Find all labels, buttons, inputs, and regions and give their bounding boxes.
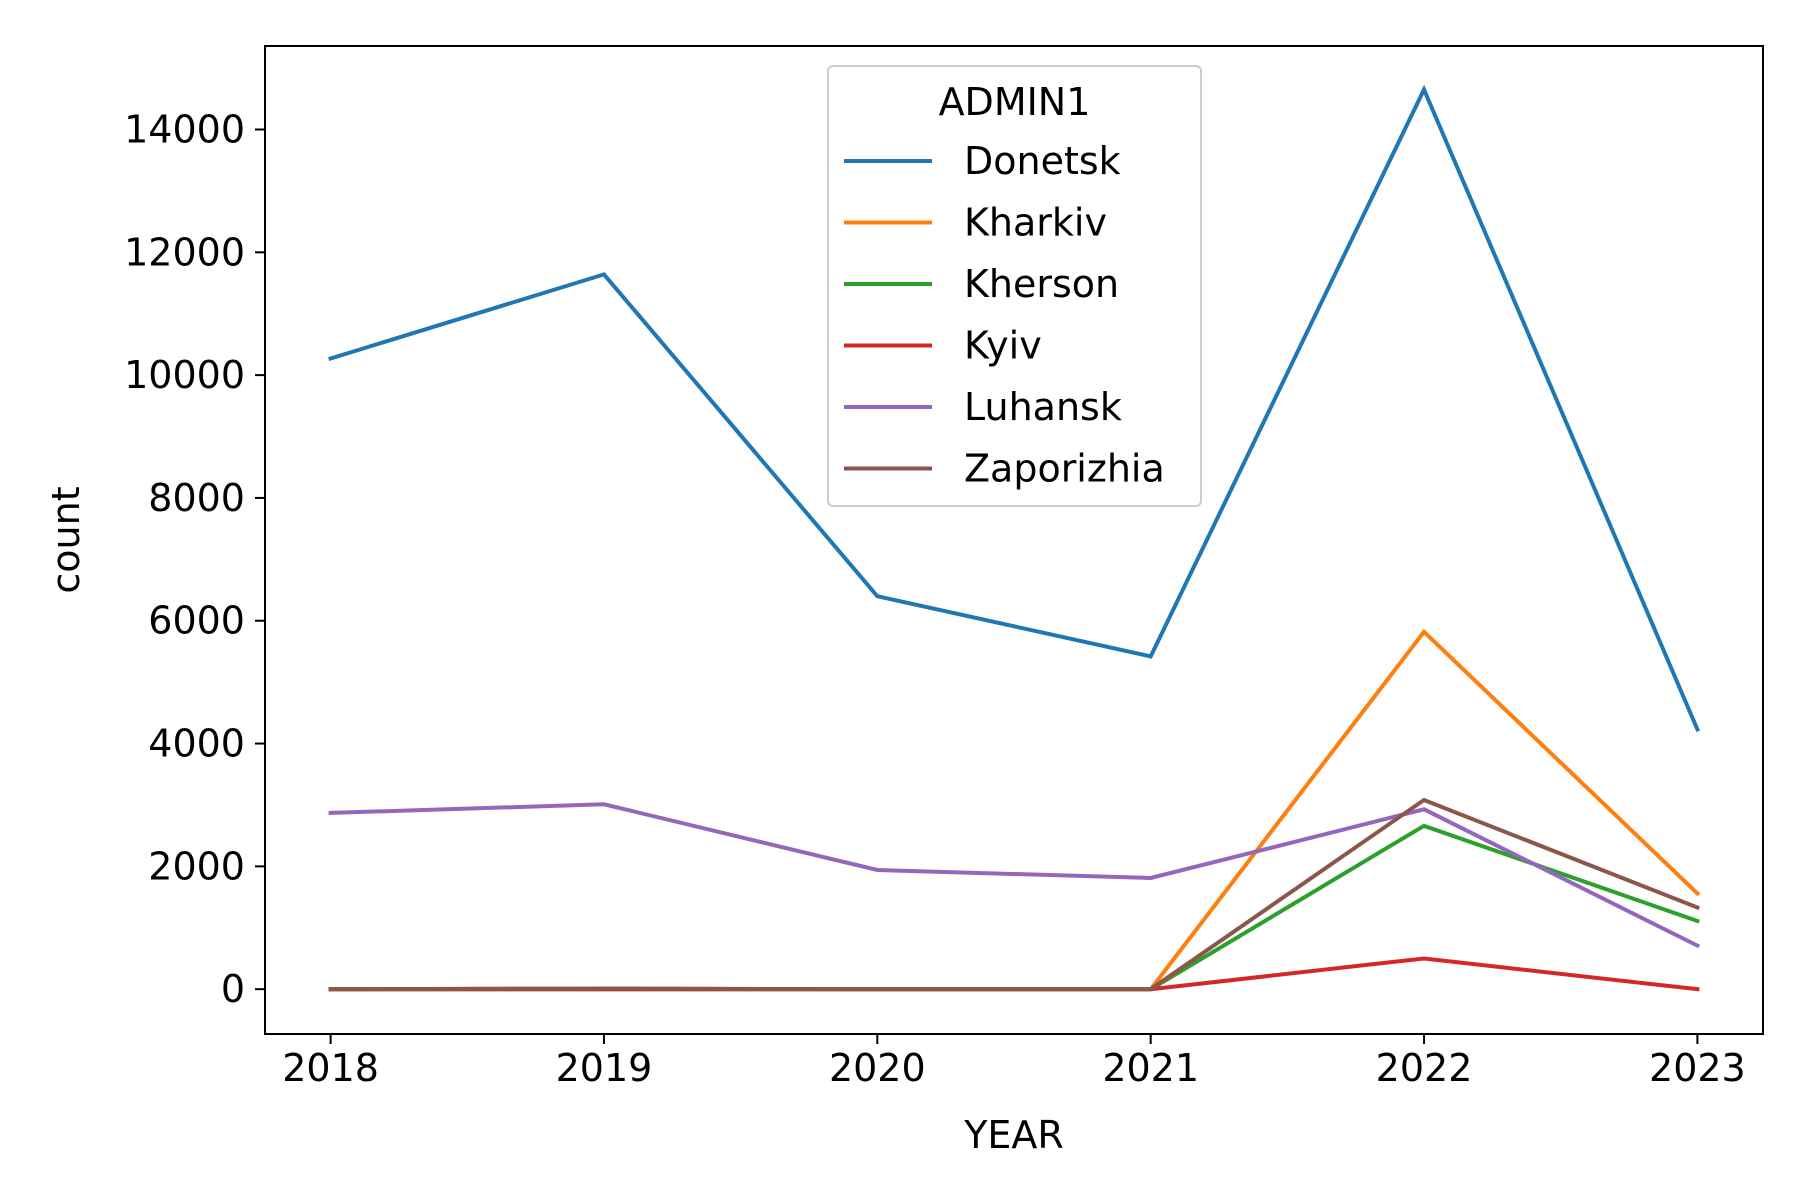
x-tick-label: 2018 — [282, 1046, 379, 1090]
y-tick-label: 14000 — [124, 108, 245, 152]
legend-box — [827, 65, 1202, 507]
legend-label-luhansk: Luhansk — [964, 385, 1122, 429]
legend-label-kyiv: Kyiv — [964, 324, 1042, 368]
legend-title: ADMIN1 — [939, 80, 1091, 124]
y-tick-label: 4000 — [148, 722, 245, 766]
y-tick-label: 0 — [221, 967, 245, 1011]
y-axis-label: count — [44, 486, 88, 593]
y-tick-label: 10000 — [124, 353, 245, 397]
x-axis-label: YEAR — [963, 1113, 1064, 1157]
y-tick-label: 12000 — [124, 230, 245, 274]
x-tick-label: 2019 — [556, 1046, 653, 1090]
x-axis: 2018 2019 2020 2021 2022 2023 — [282, 1034, 1746, 1090]
x-tick-label: 2023 — [1649, 1046, 1746, 1090]
y-tick-label: 6000 — [148, 599, 245, 643]
x-tick-label: 2020 — [829, 1046, 926, 1090]
legend: ADMIN1 Donetsk Kharkiv Kherson Kyiv Luhansk Z… — [827, 65, 1202, 507]
legend-label-donetsk: Donetsk — [964, 139, 1121, 183]
y-tick-label: 8000 — [148, 476, 245, 520]
legend-label-kharkiv: Kharkiv — [964, 201, 1107, 245]
series-line-zaporizhia — [328, 797, 1700, 992]
plot-frame — [264, 45, 1764, 1035]
x-tick-label: 2022 — [1376, 1046, 1473, 1090]
legend-label-zaporizhia: Zaporizhia — [964, 447, 1165, 491]
series-lines — [328, 84, 1701, 992]
y-tick-label: 2000 — [148, 844, 245, 888]
legend-entries: Donetsk Kharkiv Kherson Kyiv Luhansk Zaporizh… — [844, 139, 1165, 491]
y-axis: 0 2000 4000 6000 8000 10000 12000 14000 — [124, 108, 265, 1011]
series-line-luhansk — [328, 802, 1701, 949]
x-tick-label: 2021 — [1102, 1046, 1199, 1090]
series-line-donetsk — [328, 84, 1701, 733]
legend-label-kherson: Kherson — [964, 262, 1119, 306]
